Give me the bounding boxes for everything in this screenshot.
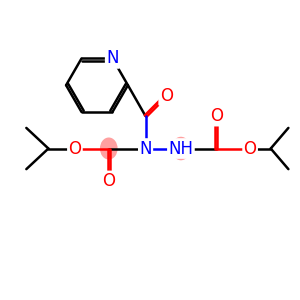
- Ellipse shape: [100, 137, 118, 160]
- Text: O: O: [102, 172, 115, 190]
- Text: O: O: [68, 140, 81, 158]
- Ellipse shape: [171, 137, 190, 160]
- Text: O: O: [210, 107, 223, 125]
- Text: N: N: [139, 140, 152, 158]
- Text: N: N: [106, 50, 119, 68]
- Text: NH: NH: [168, 140, 194, 158]
- Text: O: O: [160, 86, 173, 104]
- Text: O: O: [244, 140, 256, 158]
